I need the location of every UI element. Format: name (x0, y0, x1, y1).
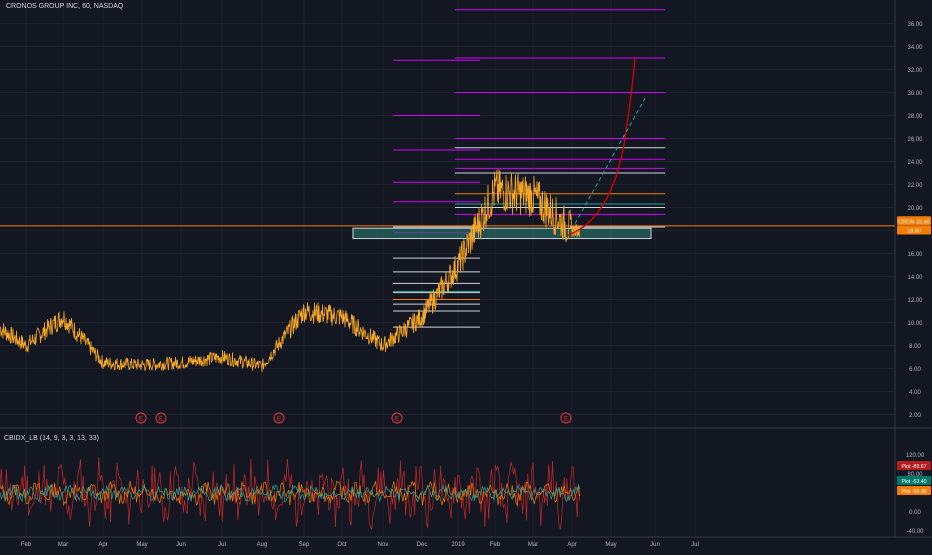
y-tick-label: 16.00 (907, 252, 923, 258)
earnings-marker-icon (273, 412, 285, 424)
x-tick-label: Apr (567, 542, 576, 548)
y-tick-label: 22.00 (907, 183, 923, 189)
y-tick-label: 28.00 (907, 114, 923, 120)
y-tick-label: 10.00 (907, 321, 923, 327)
earnings-marker-icon (155, 412, 167, 424)
price-badge-label: 18.80 (907, 229, 921, 235)
x-tick-label: Mar (528, 542, 538, 548)
y-tick-label: 24.00 (907, 160, 923, 166)
projection-dashed-line (574, 98, 646, 224)
indicator-badge-label: Plot -80.67 (901, 464, 926, 470)
indicator-tick-label: -40.00 (906, 529, 924, 535)
y-tick-label: 20.00 (907, 206, 923, 212)
y-tick-label: 6.00 (909, 367, 921, 373)
x-tick-label: Feb (490, 542, 501, 548)
earnings-marker-icon (391, 412, 403, 424)
indicator-tick-label: 0.00 (909, 510, 921, 516)
price-badge (897, 216, 931, 226)
price-badge (897, 225, 931, 235)
x-tick-label: Jul (218, 542, 226, 548)
y-tick-label: 2.00 (909, 413, 921, 419)
indicator-tick-label: 80.00 (907, 472, 923, 478)
support-zone-box (352, 227, 652, 240)
y-tick-label: 14.00 (907, 275, 923, 281)
indicator-badge (897, 476, 931, 485)
y-tick-label: 32.00 (907, 68, 923, 74)
x-tick-label: Aug (257, 542, 268, 548)
x-tick-label: Jun (650, 542, 660, 548)
y-tick-label: 4.00 (909, 390, 921, 396)
x-tick-label: Dec (417, 542, 428, 548)
indicator-badge-label: Plot -53.40 (901, 479, 926, 485)
symbol-title: CRONOS GROUP INC, 60, NASDAQ (6, 3, 124, 10)
x-tick-label: Feb (21, 542, 32, 548)
earnings-marker-icon (135, 412, 147, 424)
y-tick-label: 34.00 (907, 45, 923, 51)
earnings-marker-label: E (564, 416, 569, 423)
indicator-line-teal (0, 483, 581, 503)
projection-curve (567, 57, 636, 236)
earnings-marker-label: E (395, 416, 400, 423)
indicator-title: CBIDX_LB (14, 9, 3, 3, 13, 33) (4, 435, 99, 442)
indicator-badge-label: Plot -58.30 (901, 489, 926, 495)
x-tick-label: Apr (98, 542, 107, 548)
earnings-marker-label: E (277, 416, 282, 423)
y-tick-label: 8.00 (909, 344, 921, 350)
price-series-line (0, 169, 581, 373)
x-tick-label: Oct (337, 542, 347, 548)
x-tick-label: Jun (176, 542, 186, 548)
x-tick-label: May (605, 542, 616, 548)
y-tick-label: 36.00 (907, 22, 923, 28)
indicator-line-orange (0, 480, 581, 507)
earnings-marker-label: E (159, 416, 164, 423)
indicator-badge (897, 486, 931, 495)
y-tick-label: 12.00 (907, 298, 923, 304)
x-tick-label: Mar (58, 542, 68, 548)
y-tick-label: 30.00 (907, 91, 923, 97)
x-tick-label: May (136, 542, 147, 548)
x-tick-label: Jul (691, 542, 699, 548)
x-tick-label: Sep (299, 542, 310, 548)
x-tick-label: 2019 (451, 542, 465, 548)
indicator-badge (897, 461, 931, 470)
indicator-tick-label: 120.00 (906, 453, 925, 459)
y-tick-label: 26.00 (907, 137, 923, 143)
earnings-marker-icon (560, 412, 572, 424)
price-badge-label: CRON 18.40 (898, 219, 930, 225)
x-tick-label: Nov (378, 542, 389, 548)
earnings-marker-label: E (139, 416, 144, 423)
